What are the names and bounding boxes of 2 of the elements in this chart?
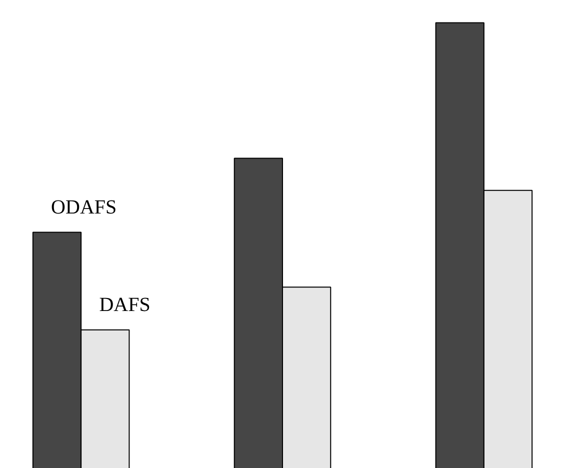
series-label: DAFS — [99, 294, 150, 316]
series-label: ODAFS — [51, 196, 117, 218]
